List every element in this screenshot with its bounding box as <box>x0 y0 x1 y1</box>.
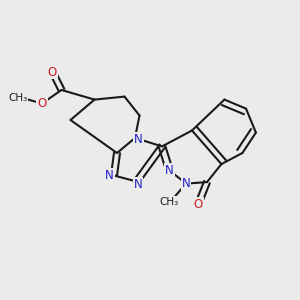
Text: O: O <box>48 65 57 79</box>
Text: N: N <box>105 169 114 182</box>
Text: N: N <box>182 177 190 190</box>
Text: O: O <box>194 198 202 211</box>
Text: CH₃: CH₃ <box>8 93 28 103</box>
Text: CH₃: CH₃ <box>159 197 178 207</box>
Text: N: N <box>134 178 142 191</box>
Text: N: N <box>165 164 174 177</box>
Text: N: N <box>134 133 143 146</box>
Text: O: O <box>38 97 46 110</box>
